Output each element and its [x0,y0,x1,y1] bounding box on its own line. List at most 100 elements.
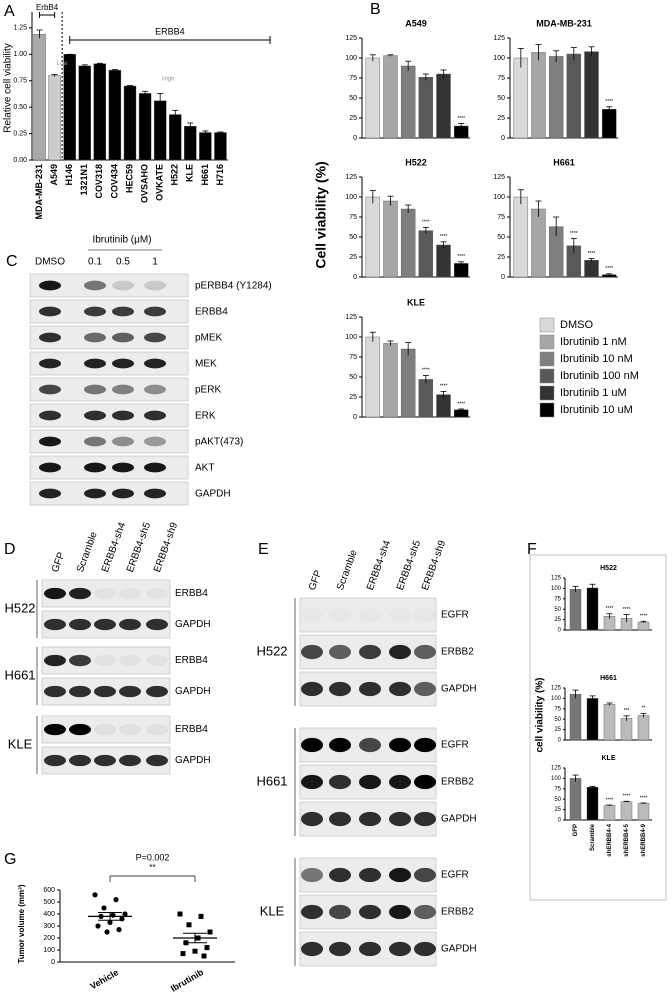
bar [383,343,398,418]
panel-letter: E [258,541,269,558]
bar [637,715,650,741]
protein-label: ERBB4 [175,588,208,599]
significance-label: **** [606,606,614,612]
bar [138,93,152,161]
blot-band [84,358,106,369]
significance-label: **** [623,607,631,613]
bar [33,34,46,161]
y-tick-label: 0 [353,274,357,281]
y-tick-label: 25 [554,807,561,813]
blot-band [84,462,106,473]
bar [513,196,529,278]
blot-band [39,332,61,343]
x-tick-label: H716 [215,164,225,186]
bar [453,263,469,278]
y-tick-label: 50 [349,374,357,381]
protein-label: ERBB2 [441,907,474,918]
y-tick-label: 50 [554,717,561,723]
blot-band [112,358,134,369]
legend-swatch [539,351,555,367]
y-tick-label: 75 [497,214,505,221]
y-tick-label: 25 [554,617,561,623]
blot-band [69,618,91,631]
protein-label: GAPDH [175,619,211,630]
blot-band [39,488,61,499]
y-tick-label: 25 [349,394,357,401]
blot-band [301,608,323,622]
significance-label: **** [606,797,614,803]
bar [637,803,650,821]
y-tick-label: 50 [497,234,505,241]
lane-label: ERBB4-sh9 [152,521,180,574]
blot-band [301,867,323,883]
bar [637,621,650,631]
significance-label: **** [440,234,448,240]
y-tick-label: 300 [43,923,55,930]
bar [584,51,599,139]
blot-band [44,618,66,631]
protein-label: GAPDH [441,684,477,695]
protein-label: GAPDH [175,686,211,697]
y-tick-label: 125 [551,766,562,772]
blot-strip [29,403,189,428]
blot-band [112,436,134,447]
x-tick-label: shERBB4-4 [607,823,613,856]
blot-strip [29,299,189,324]
bar [603,805,616,821]
lane-label: 0.1 [88,257,102,268]
significance-label: **** [623,794,631,800]
blot-band [414,867,436,883]
x-tick-label: GFP [573,824,579,836]
blot-band [329,608,351,622]
bar [418,76,434,139]
x-tick-label: H522 [170,164,180,186]
y-tick-label: 25 [349,254,357,261]
y-tick-label: 100 [43,947,55,954]
blot-strip [29,377,189,402]
protein-label: ERBB4 [195,307,228,318]
blot-band [301,644,323,660]
data-point [110,912,116,918]
blot-band [301,904,323,920]
protein-label: ERBB2 [441,647,474,658]
x-tick-label: COV318 [94,164,104,199]
bar [184,125,197,161]
y-tick-label: 125 [551,686,562,692]
blot-band [359,774,381,790]
bar [601,108,617,139]
y-tick-label: 0.75 [13,78,27,85]
blot-band [44,654,66,667]
blot-band [389,867,411,883]
significance-label: *** [624,708,630,714]
bar [383,55,398,139]
panel-letter: D [4,541,16,558]
y-tick-label: 0.25 [13,130,27,137]
subplot-title: H661 [553,157,575,167]
y-tick-label: 125 [345,174,357,181]
significance-label: **** [422,220,430,226]
y-tick-label: 50 [554,607,561,613]
x-tick-label: MDA-MB-231 [34,164,44,220]
blot-band [94,754,116,767]
lane-label: ERBB4-sh5 [125,521,153,574]
bar [531,52,546,139]
subplot-title: H661 [600,675,617,682]
blot-band [144,358,166,369]
data-point [198,913,204,919]
blot-band [301,681,323,697]
bar [513,57,529,139]
blot-band [359,867,381,883]
blot-band [329,811,351,827]
y-tick-label: 0 [353,414,357,421]
blot-band [144,462,166,473]
blot-band [329,681,351,697]
blot-band [414,774,436,790]
blot-band [119,754,141,767]
blot-band [44,723,66,736]
protein-label: GAPDH [441,814,477,825]
y-tick-label: 0 [558,628,562,634]
significance-label: **** [640,614,648,620]
y-tick-label: 75 [349,354,357,361]
annotation: P=0.002 [136,852,170,862]
